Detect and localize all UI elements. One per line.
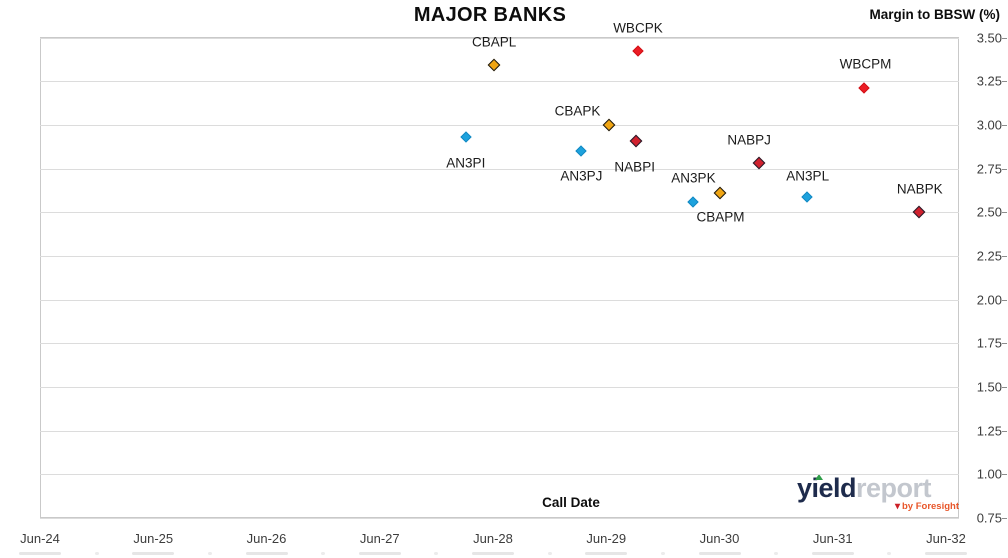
point-label-AN3PL: AN3PL [786,168,830,183]
logo-green-triangle-icon [815,474,823,480]
x-tick-label-Jun-32: Jun-32 [926,531,966,546]
y-tick-label-3.25: 3.25 [976,73,1002,89]
logo-yield-text: yield [797,473,857,503]
x-tick-label-Jun-28: Jun-28 [473,531,513,546]
logo-red-triangle-icon: ▾ [894,501,900,512]
x-tick-label-Jun-30: Jun-30 [699,531,740,546]
gridline-2.75 [40,168,959,170]
y-tick-label-1.75: 1.75 [976,335,1002,351]
y-tick-mark [1002,81,1007,83]
y-tick-label-2.00: 2.00 [976,292,1002,308]
y-tick-mark [1002,168,1007,170]
logo-report-text: report [856,473,932,503]
point-label-CBAPM: CBAPM [696,209,745,225]
x-tick-label-Jun-24: Jun-24 [20,531,60,546]
y-tick-label-3.50: 3.50 [976,30,1002,45]
gridline-1.00 [40,474,959,476]
gridline-2.50 [40,212,959,214]
point-label-WBCPK: WBCPK [613,20,663,36]
gridline-2.25 [40,255,959,257]
bottom-edge-mark [472,552,514,555]
bottom-edge-mark [94,552,99,555]
bottom-edge-mark [358,552,401,555]
gridline-0.75 [40,518,959,519]
y-tick-label-1.25: 1.25 [976,423,1002,439]
y-tick-mark [1002,518,1007,519]
gridline-3.25 [40,81,959,83]
y-tick-mark [1002,255,1007,257]
y-tick-mark [1002,474,1007,476]
x-tick-label-Jun-26: Jun-26 [246,531,287,546]
y-tick-mark [1002,299,1007,301]
logo-byline: ▾ by Foresight [895,501,959,512]
point-label-NABPK: NABPK [896,181,943,197]
gridline-3.50 [40,37,959,39]
y-tick-mark [1002,124,1007,126]
bottom-edge-mark [698,552,741,555]
bottom-edge-mark [132,552,175,555]
x-tick-label-Jun-29: Jun-29 [586,531,627,546]
bottom-edge-mark [660,552,665,555]
yieldreport-logo: yieldreport ▾ by Foresight [797,473,959,513]
y-tick-mark [1002,386,1007,388]
bottom-edge-mark [245,552,288,555]
gridline-1.75 [40,343,959,345]
point-label-NABPI: NABPI [614,159,655,175]
point-label-AN3PJ: AN3PJ [560,168,603,184]
y-tick-label-2.75: 2.75 [976,161,1002,177]
x-tick-label-Jun-31: Jun-31 [812,531,853,546]
y-tick-label-3.00: 3.00 [976,117,1002,133]
bottom-edge-mark [585,552,628,555]
bottom-edge-mark [321,552,326,555]
y-tick-mark [1002,430,1007,432]
bottom-edge-mark [925,552,967,555]
bottom-edge-mark [547,552,552,555]
y-axis-title: Margin to BBSW (%) [869,7,1001,22]
chart-title: MAJOR BANKS [413,4,567,26]
gridline-2.00 [40,299,959,301]
bottom-edge-mark [774,552,779,555]
x-tick-label-Jun-25: Jun-25 [133,531,174,546]
y-tick-mark [1002,37,1007,39]
gridline-1.25 [40,430,959,432]
point-label-CBAPL: CBAPL [471,34,517,50]
bottom-edge-mark [434,552,439,555]
y-tick-mark [1002,212,1007,214]
bottom-edge-mark [887,552,892,555]
bottom-edge-mark [811,552,854,555]
y-tick-label-1.00: 1.00 [976,466,1002,482]
bottom-edge-mark [207,552,212,555]
gridline-1.50 [40,386,959,388]
x-tick-label-Jun-27: Jun-27 [359,531,400,546]
plot-area [40,37,959,518]
logo-byline-text: by Foresight [901,501,959,512]
point-label-NABPJ: NABPJ [727,132,771,148]
y-tick-mark [1002,343,1007,345]
point-label-AN3PK: AN3PK [671,170,716,186]
point-label-WBCPM: WBCPM [839,56,892,72]
x-axis-title: Call Date [542,495,600,510]
y-tick-label-1.50: 1.50 [976,379,1002,395]
point-label-AN3PI: AN3PI [446,155,486,171]
y-tick-label-2.25: 2.25 [976,248,1002,264]
y-tick-label-2.50: 2.50 [976,204,1002,220]
bottom-edge-mark [19,552,61,555]
point-label-CBAPK: CBAPK [554,103,601,119]
y-tick-label-0.75: 0.75 [976,510,1002,526]
gridline-3.00 [40,124,959,126]
